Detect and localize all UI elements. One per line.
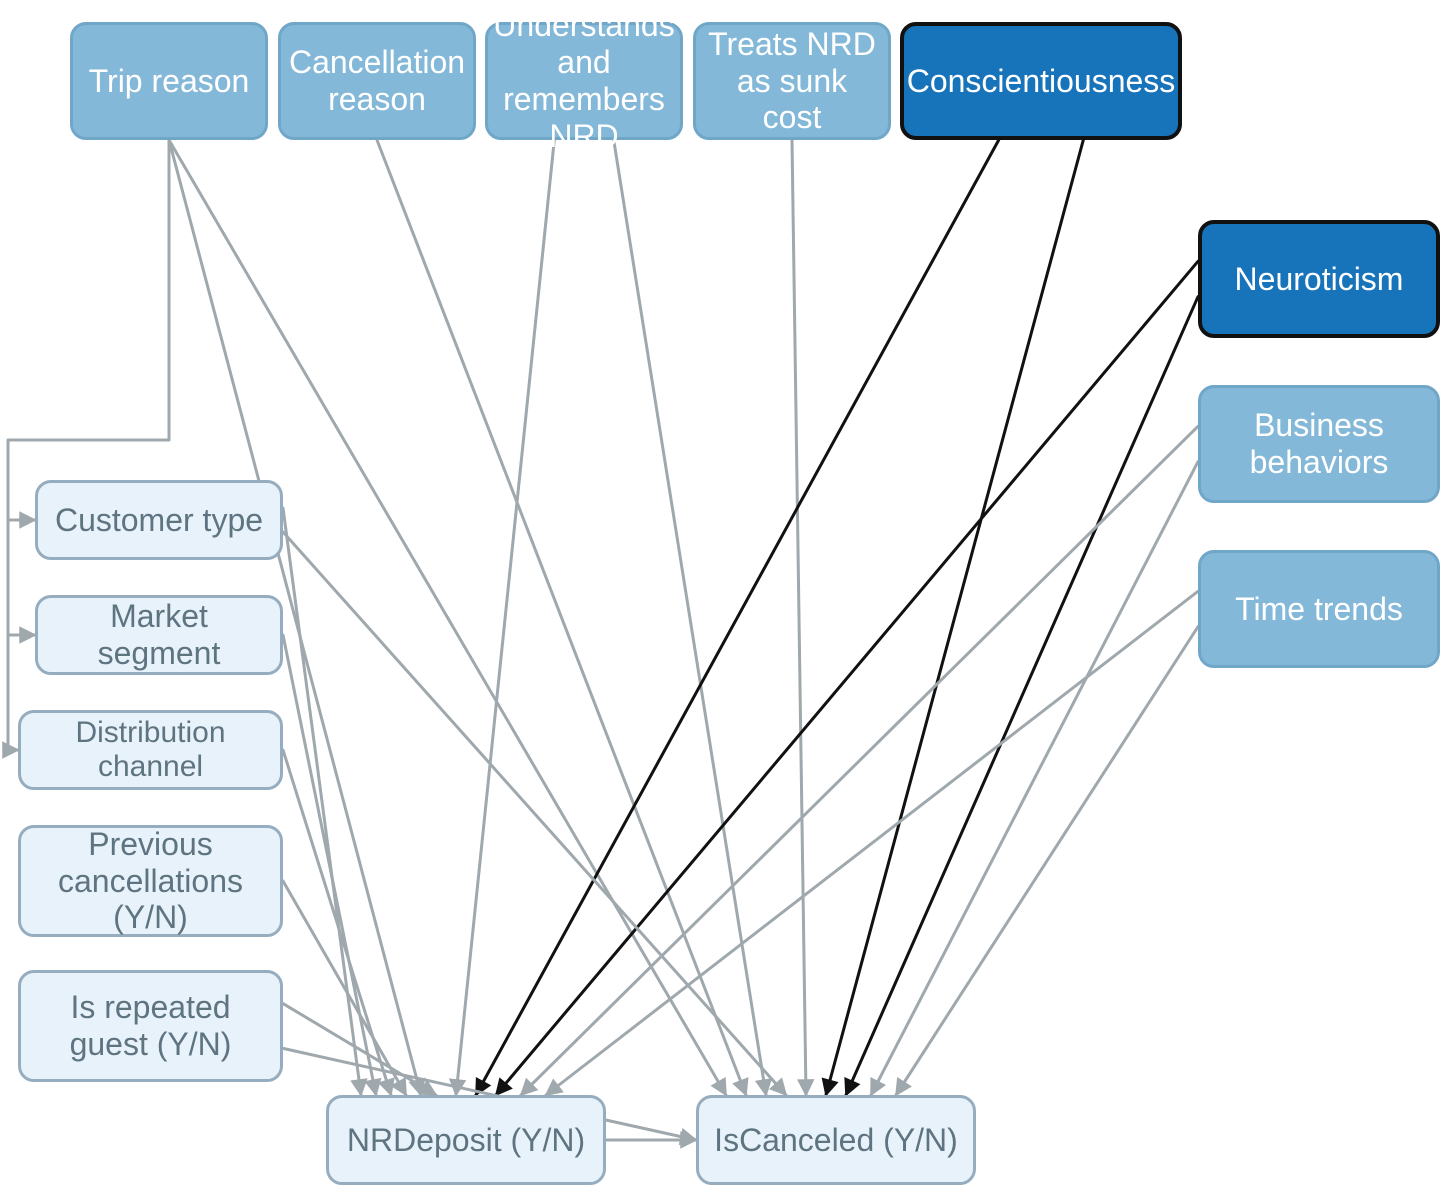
edge: [546, 591, 1198, 1095]
node-cancel_reason: Cancellation reason: [278, 22, 476, 140]
edge: [283, 881, 406, 1095]
node-understands: Understands and remembers NRD: [485, 22, 683, 140]
node-prev_cancel: Previous cancellations (Y/N): [18, 825, 283, 937]
edge: [476, 140, 999, 1095]
edge: [283, 532, 786, 1095]
edge: [283, 508, 361, 1095]
edge: [521, 426, 1198, 1095]
edge: [283, 750, 391, 1095]
edge: [496, 261, 1198, 1095]
node-repeated_guest: Is repeated guest (Y/N): [18, 970, 283, 1082]
node-trip_reason: Trip reason: [70, 22, 268, 140]
causal-diagram: Trip reasonCancellation reasonUnderstand…: [0, 0, 1455, 1203]
edge: [871, 462, 1198, 1095]
node-time_trends: Time trends: [1198, 550, 1440, 668]
node-market_segment: Market segment: [35, 595, 283, 675]
node-customer_type: Customer type: [35, 480, 283, 560]
node-iscanceled: IsCanceled (Y/N): [696, 1095, 976, 1185]
node-nrdeposit: NRDeposit (Y/N): [326, 1095, 606, 1185]
node-business_behaviors: Business behaviors: [1198, 385, 1440, 503]
edge: [792, 140, 806, 1095]
node-conscientiousness: Conscientiousness: [900, 22, 1182, 140]
edge: [283, 1004, 436, 1095]
edge: [283, 635, 376, 1095]
node-dist_channel: Distribution channel: [18, 710, 283, 790]
edge: [826, 140, 1083, 1095]
edge: [456, 140, 554, 1095]
node-neuroticism: Neuroticism: [1198, 220, 1440, 338]
node-sunk_cost: Treats NRD as sunk cost: [693, 22, 891, 140]
edge: [377, 140, 746, 1095]
edge: [614, 140, 766, 1095]
edge: [896, 627, 1198, 1095]
edge: [846, 297, 1198, 1095]
